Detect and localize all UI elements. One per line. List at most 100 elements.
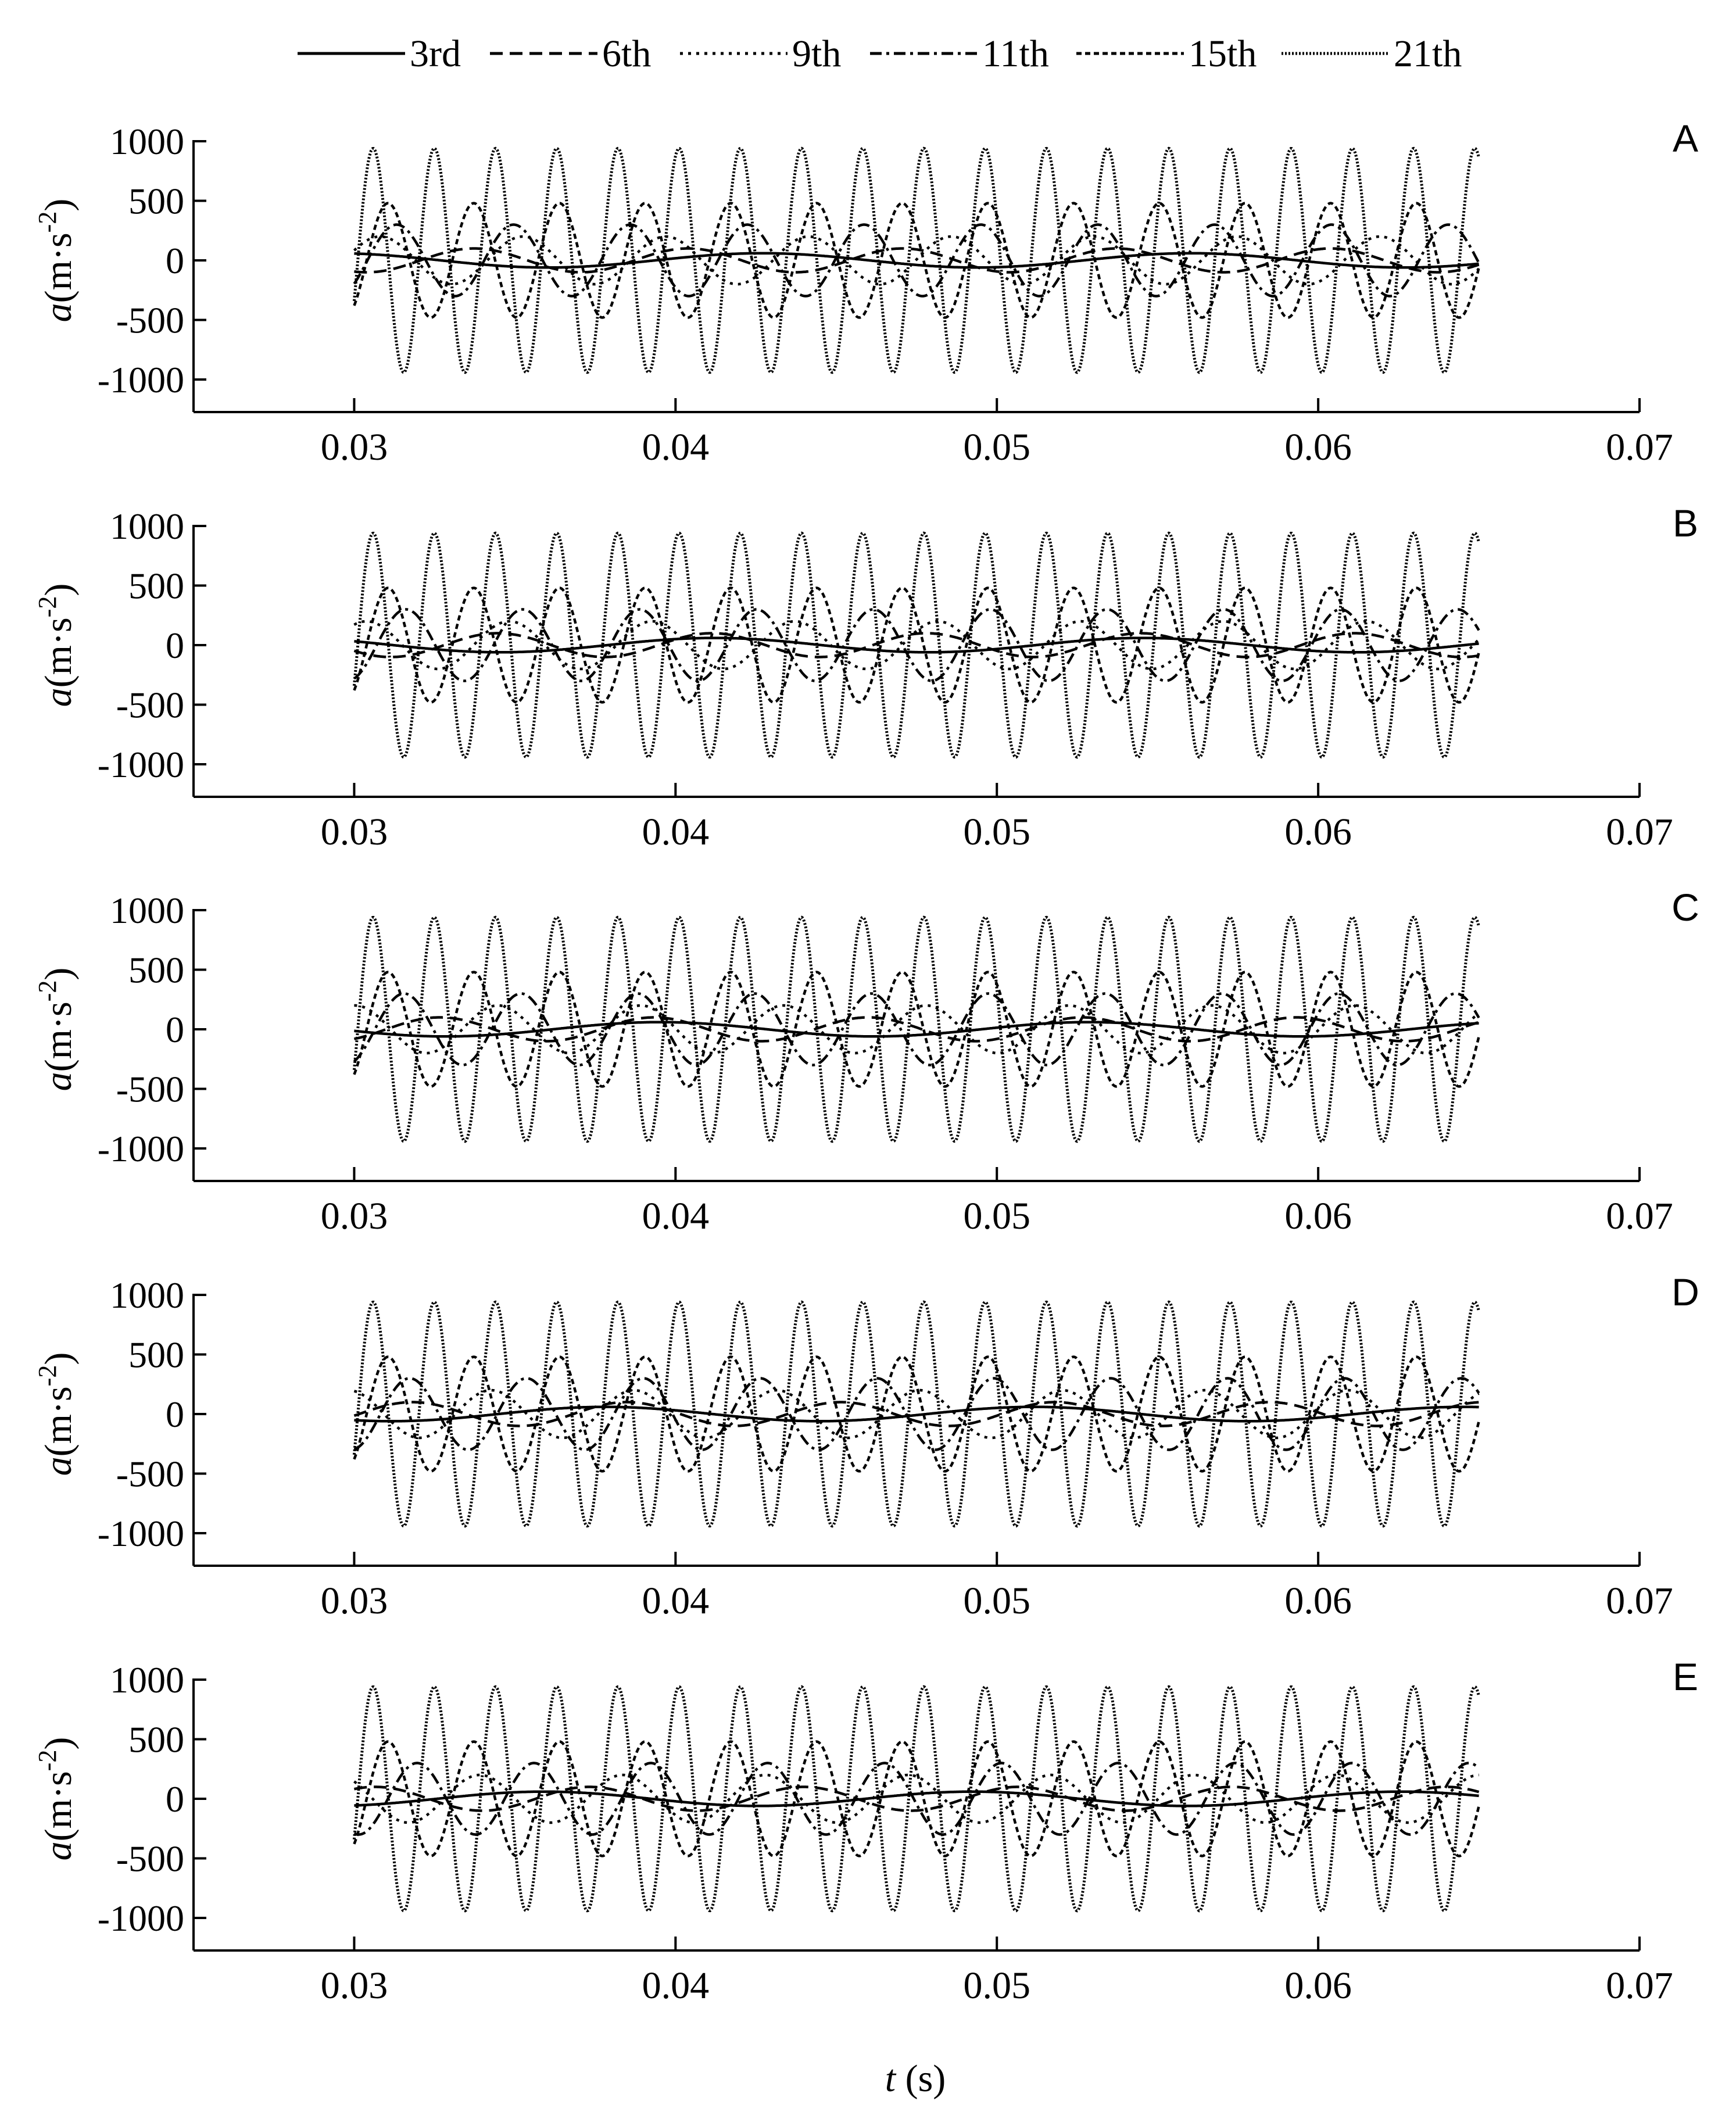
series-9th-panel-C [354,1004,1480,1055]
panel-label-E: E [1673,1655,1698,1698]
y-axis-label: a(m·s-2) [33,1737,80,1861]
panel-B: 1000 500 0 -500 -1000 0.03 0.04 0.05 0.06 0.07 a(m… [33,502,1698,853]
x-tick-label: 0.06 [1284,1964,1352,2007]
panel-D: 1000 500 0 -500 -1000 0.03 0.04 0.05 0.06 0.07 a(m… [33,1270,1699,1622]
series-6th-panel-D [353,1401,1479,1427]
series-21th-panel-E [352,1685,1481,1913]
series-6th-panel-A [354,247,1480,274]
y-tick-label: 1000 [110,1659,184,1701]
y-tick-label: 500 [128,1334,184,1376]
series-15th-panel-A [353,202,1480,319]
series-15th-panel-C [353,971,1480,1088]
panel-label-D: D [1671,1270,1699,1313]
y-tick-label: 500 [128,181,184,222]
series-11th-panel-C [353,992,1480,1066]
x-axis-label: t (s) [885,2057,946,2100]
x-tick-label: 0.04 [642,1195,710,1237]
x-tick-label: 0.05 [963,1964,1030,2007]
panel-label-B: B [1673,502,1698,545]
y-axis-label: a(m·s-2) [33,199,80,323]
y-tick-label: 1000 [110,121,184,162]
y-tick-label: 0 [166,1394,184,1435]
y-tick-label: 0 [166,240,184,281]
series-15th-panel-B [353,586,1480,704]
y-tick-label: -1000 [98,1128,184,1169]
y-tick-label: -1000 [98,359,184,400]
legend-label-9th: 9th [792,33,841,75]
y-tick-label: -1000 [98,744,184,785]
legend-label-3rd: 3rd [410,33,461,75]
series-11th-panel-D [353,1377,1480,1451]
series-9th-panel-D [353,1388,1480,1440]
series-21th-panel-D [352,1300,1481,1528]
series-3rd-panel-B [354,636,1479,654]
x-tick-label: 0.03 [321,1964,388,2007]
series-21th-panel-C [352,915,1481,1143]
series-3rd-panel-C [354,1021,1479,1038]
panel-label-A: A [1673,117,1698,160]
y-tick-label: -500 [116,1838,184,1880]
x-tick-label: 0.07 [1606,1580,1673,1622]
x-axis-variable: t [885,2057,897,2100]
y-tick-label: 500 [128,1719,184,1760]
legend: 3rd 6th 9th 11th 15th 21th [298,33,1462,75]
series-11th-panel-E [353,1762,1480,1836]
x-tick-label: 0.07 [1606,1964,1673,2007]
x-tick-label: 0.06 [1284,811,1352,853]
series-9th-panel-A [353,235,1480,286]
x-tick-label: 0.05 [963,426,1030,468]
series-6th-panel-E [354,1785,1480,1812]
y-axis-label: a(m·s-2) [33,1352,80,1476]
x-tick-label: 0.06 [1284,1195,1352,1237]
series-6th-panel-B [353,632,1479,658]
x-tick-label: 0.07 [1606,811,1673,853]
y-tick-label: 500 [128,565,184,607]
chart-panels: 1000 500 0 -500 -1000 0.03 0.04 0.05 0.06 0.07 a(m… [33,117,1699,2007]
panel-A: 1000 500 0 -500 -1000 0.03 0.04 0.05 0.06 0.07 a(m… [33,117,1698,468]
x-tick-label: 0.04 [642,426,710,468]
x-tick-label: 0.03 [321,811,388,853]
x-tick-label: 0.03 [321,1195,388,1237]
x-tick-label: 0.05 [963,1195,1030,1237]
series-11th-panel-A [353,223,1480,298]
y-axis-label: a(m·s-2) [33,968,80,1091]
y-tick-label: -1000 [98,1513,184,1554]
series-21th-panel-A [352,146,1481,374]
x-tick-label: 0.06 [1284,426,1352,468]
x-tick-label: 0.04 [642,1580,710,1622]
series-6th-panel-C [353,1016,1480,1043]
y-tick-label: 0 [166,1009,184,1050]
panel-C: 1000 500 0 -500 -1000 0.03 0.04 0.05 0.06 0.07 a(m… [33,886,1699,1237]
y-tick-label: 0 [166,625,184,666]
legend-label-15th: 15th [1189,33,1257,75]
x-tick-label: 0.07 [1606,1195,1673,1237]
series-21th-panel-B [352,531,1481,759]
x-tick-label: 0.03 [321,1580,388,1622]
legend-label-21th: 21th [1394,33,1462,75]
panel-E: 1000 500 0 -500 -1000 0.03 0.04 0.05 0.06 0.07 a(m… [33,1655,1698,2007]
x-tick-label: 0.04 [642,811,710,853]
y-axis-label: a(m·s-2) [33,584,80,707]
x-tick-label: 0.05 [963,811,1030,853]
panel-label-C: C [1671,886,1699,929]
y-tick-label: 500 [128,950,184,991]
x-tick-label: 0.05 [963,1580,1030,1622]
series-11th-panel-B [353,608,1480,682]
y-tick-label: 1000 [110,890,184,931]
y-tick-label: 1000 [110,506,184,547]
series-15th-panel-D [353,1355,1480,1473]
x-tick-label: 0.04 [642,1964,710,2007]
series-9th-panel-E [353,1773,1479,1824]
series-15th-panel-E [353,1740,1480,1857]
y-tick-label: -500 [116,685,184,726]
y-tick-label: 0 [166,1778,184,1820]
x-tick-label: 0.06 [1284,1580,1352,1622]
y-tick-label: -1000 [98,1898,184,1939]
y-tick-label: 1000 [110,1275,184,1316]
y-tick-label: -500 [116,300,184,341]
legend-label-6th: 6th [602,33,651,75]
y-tick-label: -500 [116,1069,184,1110]
legend-label-11th: 11th [982,33,1049,75]
y-tick-label: -500 [116,1454,184,1495]
